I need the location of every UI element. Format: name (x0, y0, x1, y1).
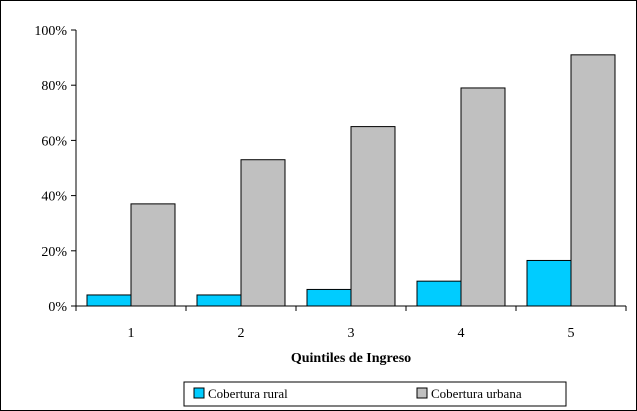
y-tick-label: 40% (41, 190, 67, 205)
bar-rural (306, 288, 352, 307)
x-tick-label: 3 (348, 326, 355, 341)
x-tick-label: 5 (568, 326, 575, 341)
x-tick-label: 4 (458, 326, 465, 341)
bar-rural (416, 280, 462, 307)
x-tick-label: 1 (128, 326, 135, 341)
y-tick-label: 20% (41, 245, 67, 260)
bar-rural (526, 259, 572, 307)
bar-rural (196, 294, 242, 307)
bars-layer (86, 54, 616, 307)
legend-label-urbana: Cobertura urbana (431, 386, 522, 401)
legend-swatch-rural (193, 387, 205, 399)
legend: Cobertura rural Cobertura urbana (183, 381, 567, 407)
y-tick-label: 60% (41, 134, 67, 149)
legend-box (183, 381, 567, 407)
bar-urbana (130, 203, 176, 307)
x-axis-title: Quintiles de Ingreso (291, 351, 411, 366)
bar-urbana (460, 87, 506, 307)
legend-label-rural: Cobertura rural (208, 386, 288, 401)
labels-layer: Quintiles de Ingreso 0% 20% 40% 60% 80% 100% 1… (34, 24, 574, 366)
bar-urbana (570, 54, 616, 307)
x-tick-label: 2 (238, 326, 245, 341)
legend-swatch-urbana (416, 387, 428, 399)
bar-urbana (350, 126, 396, 307)
y-tick-label: 100% (34, 24, 67, 39)
y-tick-label: 0% (48, 300, 67, 315)
bar-rural (86, 294, 132, 307)
bar-urbana (240, 159, 286, 307)
y-tick-label: 80% (41, 79, 67, 94)
